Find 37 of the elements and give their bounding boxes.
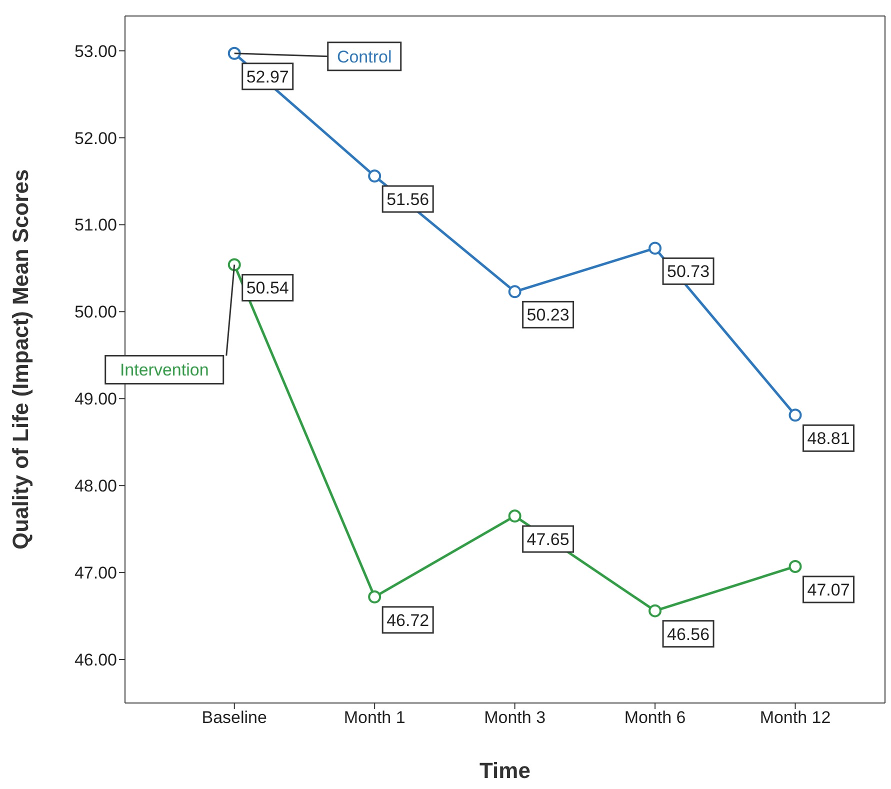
y-tick-label: 46.00 <box>74 650 117 670</box>
y-tick-label: 53.00 <box>74 42 117 61</box>
x-axis-title: Time <box>480 758 530 783</box>
x-tick-label: Month 12 <box>760 708 831 728</box>
point <box>788 560 802 573</box>
point <box>788 408 802 422</box>
y-tick-label: 51.00 <box>74 216 117 235</box>
data-label: 52.97 <box>246 67 289 86</box>
point <box>228 258 241 272</box>
data-label: 47.65 <box>526 530 570 550</box>
y-tick-label: 50.00 <box>74 302 117 322</box>
data-label: 46.72 <box>386 610 430 630</box>
y-tick-label: 52.00 <box>74 128 117 148</box>
y-axis-title: Quality of Life (Impact) Mean Scores <box>8 169 33 550</box>
point <box>508 285 522 298</box>
y-tick-label: 49.00 <box>74 390 117 409</box>
y-tick-label: 47.00 <box>74 564 117 583</box>
data-label: 50.23 <box>526 306 570 325</box>
x-tick-label: Month 3 <box>484 708 546 728</box>
point <box>648 604 662 618</box>
point <box>228 46 241 60</box>
point <box>508 510 522 523</box>
data-label: 50.73 <box>667 262 710 282</box>
data-label: 51.56 <box>386 190 430 210</box>
x-tick-label: Baseline <box>202 708 267 728</box>
y-tick-label: 48.00 <box>74 476 117 496</box>
data-label: 46.56 <box>667 624 710 644</box>
text: Control <box>336 47 392 66</box>
point <box>368 590 382 604</box>
data-label: 50.54 <box>246 278 289 298</box>
point <box>648 242 662 255</box>
point <box>368 170 382 183</box>
text: Intervention <box>120 360 209 380</box>
data-label: 48.81 <box>807 429 850 448</box>
data-label: 47.07 <box>807 580 850 600</box>
x-tick-label: Month 6 <box>624 708 686 728</box>
x-tick-label: Month 1 <box>344 708 406 728</box>
